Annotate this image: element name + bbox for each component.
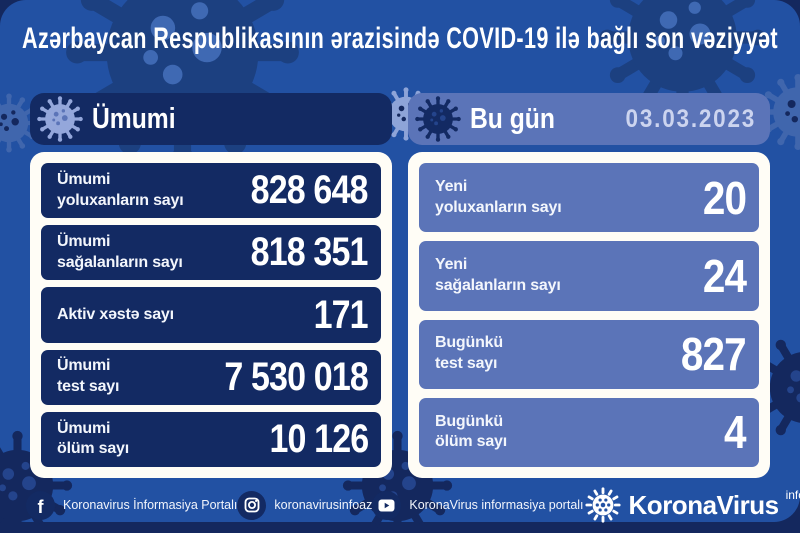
left-panel-header: Ümumi bbox=[30, 93, 392, 145]
stat-label: Yeni sağalanların sayı bbox=[435, 256, 561, 294]
koronavirus-info-logo: KoronaVirus info bbox=[584, 486, 800, 524]
stat-row-total-tests: Ümumi test sayı 7 530 018 bbox=[41, 349, 381, 405]
stat-row-new-recovered: Yeni sağalanların sayı 24 bbox=[419, 241, 759, 311]
stat-value: 24 bbox=[702, 249, 747, 302]
stat-row-active-cases: Aktiv xəstə sayı 171 bbox=[41, 287, 381, 343]
facebook-link[interactable]: f Koronavirus İnformasiya Portalı bbox=[26, 490, 238, 520]
stat-label: Bugünkü test sayı bbox=[435, 334, 503, 373]
stat-label: Aktiv xəstə sayı bbox=[57, 305, 174, 323]
report-date: 03.03.2023 bbox=[625, 104, 756, 133]
virus-icon bbox=[414, 95, 462, 143]
stat-row-today-tests: Bugünkü test sayı 827 bbox=[419, 319, 759, 389]
left-stats-card: Ümumi yoluxanların sayı 828 648 Ümumi sa… bbox=[30, 152, 392, 478]
stat-value: 171 bbox=[313, 292, 369, 337]
stat-value: 828 648 bbox=[251, 168, 369, 213]
sun-virus-icon bbox=[584, 487, 621, 523]
stat-label: Ümumi test sayı bbox=[57, 357, 120, 396]
left-panel-title: Ümumi bbox=[92, 102, 176, 135]
page-title: Azərbaycan Respublikasının ərazisində CO… bbox=[22, 22, 778, 55]
right-stats-card: Yeni yoluxanların sayı 20 Yeni sağalanla… bbox=[408, 152, 770, 478]
facebook-icon[interactable]: f bbox=[26, 490, 55, 520]
youtube-link[interactable]: KoronaVirus informasiya portalı bbox=[372, 490, 584, 520]
stat-row-total-infected: Ümumi yoluxanların sayı 828 648 bbox=[41, 163, 381, 219]
stat-value: 818 351 bbox=[251, 230, 369, 275]
stat-value: 20 bbox=[702, 171, 747, 224]
stat-row-total-deaths: Ümumi ölüm sayı 10 126 bbox=[41, 411, 381, 468]
stat-value: 827 bbox=[681, 328, 747, 381]
footer: f Koronavirus İnformasiya Portalı korona… bbox=[26, 486, 800, 524]
stat-row-total-recovered: Ümumi sağalanların sayı 818 351 bbox=[41, 225, 381, 281]
youtube-label: KoronaVirus informasiya portalı bbox=[409, 498, 584, 512]
stat-label: Ümumi yoluxanların sayı bbox=[57, 170, 184, 209]
youtube-icon[interactable] bbox=[372, 490, 402, 520]
stat-label: Ümumi sağalanların sayı bbox=[57, 233, 183, 271]
instagram-label: koronavirusinfoaz bbox=[274, 498, 373, 512]
right-panel-header: Bu gün 03.03.2023 bbox=[408, 93, 770, 145]
instagram-link[interactable]: koronavirusinfoaz bbox=[237, 490, 373, 520]
logo-superscript: info bbox=[785, 488, 800, 502]
stat-value: 4 bbox=[724, 406, 747, 459]
stat-row-today-deaths: Bugünkü ölüm sayı 4 bbox=[419, 397, 759, 467]
facebook-label: Koronavirus İnformasiya Portalı bbox=[63, 498, 238, 512]
facebook-glyph: f bbox=[37, 496, 44, 517]
virus-icon bbox=[36, 95, 84, 143]
stat-value: 10 126 bbox=[269, 416, 369, 461]
logo-text: KoronaVirus bbox=[628, 490, 780, 520]
instagram-icon[interactable] bbox=[237, 490, 267, 520]
stat-label: Bugünkü ölüm sayı bbox=[435, 412, 508, 451]
stat-label: Yeni yoluxanların sayı bbox=[435, 177, 562, 216]
youtube-glyph bbox=[378, 499, 395, 511]
stat-label: Ümumi ölüm sayı bbox=[57, 419, 130, 458]
right-panel-title: Bu gün bbox=[470, 102, 555, 135]
stat-value: 7 530 018 bbox=[224, 354, 368, 399]
stat-row-new-infected: Yeni yoluxanların sayı 20 bbox=[419, 163, 759, 233]
instagram-glyph bbox=[244, 497, 260, 513]
